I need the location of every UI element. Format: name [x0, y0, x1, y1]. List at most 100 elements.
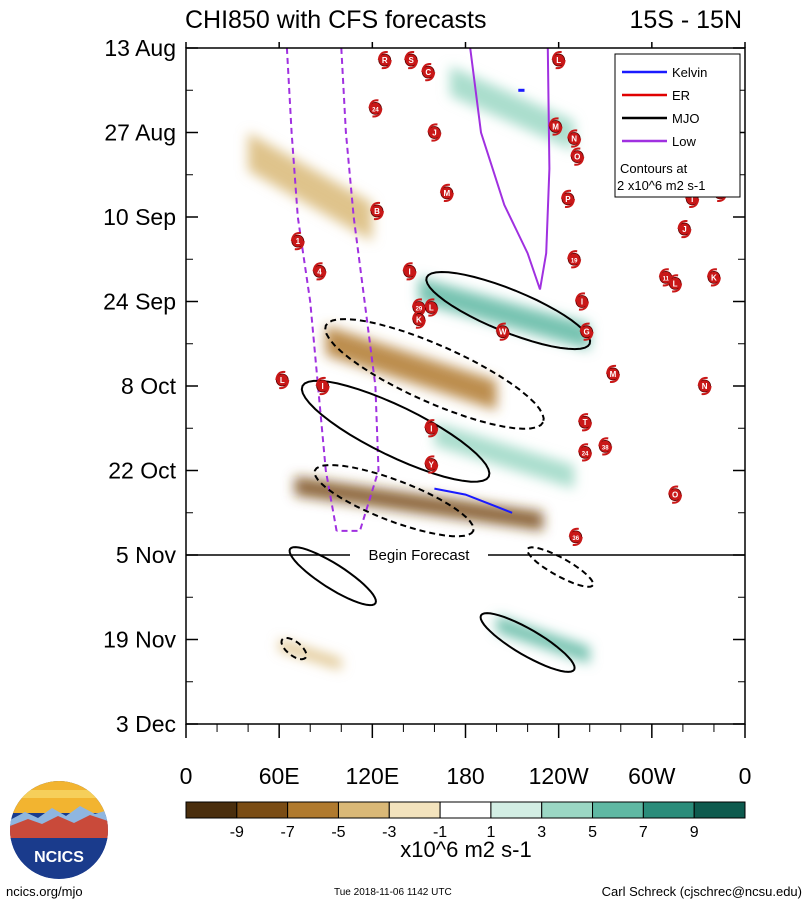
mjo-contour-negative	[313, 463, 475, 538]
mjo-contour-negative	[526, 546, 595, 588]
storm-arm	[312, 262, 323, 272]
storm-arm	[372, 108, 383, 118]
storm-label: J	[432, 129, 436, 138]
storm-arm	[415, 319, 426, 329]
storm-label: 29	[416, 307, 423, 313]
storm-arm	[574, 156, 585, 166]
anomaly-band	[294, 476, 544, 531]
colorbar: -9 -7 -5 -3 -1 1 3 5 7 9	[185, 801, 746, 841]
storm-marker: 24	[578, 443, 593, 462]
region-label: 15S - 15N	[629, 6, 742, 34]
storm-label: Y	[429, 460, 435, 469]
storm-label: 36	[572, 536, 579, 542]
mjo-contour-positive	[425, 270, 592, 351]
storm-arm	[609, 373, 621, 384]
y-tick-label: 22 Oct	[108, 458, 176, 484]
storm-arm	[578, 443, 589, 453]
storm-markers: RSCL24JMNOMPBIHJ14I1911LK29LKIWGLIMNIT24…	[275, 50, 728, 546]
low-contour-negative	[285, 48, 338, 532]
forecast-label-background	[350, 546, 488, 564]
legend-note-line2: 2 x10^6 m2 s-1	[617, 178, 705, 193]
storm-arm	[294, 240, 305, 251]
colorbar-swatch	[185, 801, 238, 819]
x-tick-label: 120E	[345, 763, 399, 789]
storm-label: I	[322, 382, 324, 391]
storm-arm	[689, 198, 700, 208]
storm-arm	[552, 126, 563, 136]
colorbar-swatch	[287, 801, 339, 819]
storm-arm	[290, 232, 301, 242]
colorbar-label: 3	[537, 824, 546, 841]
storm-arm	[606, 364, 617, 375]
storm-marker: B	[369, 201, 384, 221]
storm-marker: 4	[312, 262, 327, 281]
storm-arm	[567, 129, 578, 139]
storm-label: O	[672, 491, 678, 500]
storm-arm	[710, 277, 721, 287]
y-axis: 13 Aug 27 Aug 10 Sep 24 Sep 8 Oct 22 Oct 5 Nov…	[103, 35, 745, 737]
storm-arm	[404, 50, 415, 61]
colorbar-label: 1	[486, 824, 495, 841]
storm-marker: 1	[290, 232, 305, 251]
colorbar-swatch	[490, 801, 543, 819]
storm-arm	[560, 189, 572, 200]
storm-marker: I	[424, 419, 439, 438]
colorbar-swatch	[337, 801, 390, 819]
storm-arm	[602, 446, 613, 456]
colorbar-label: 7	[639, 824, 648, 841]
storm-label: M	[444, 189, 451, 198]
colorbar-swatch	[236, 801, 289, 819]
storm-label: I	[581, 298, 583, 307]
storm-label: K	[711, 273, 717, 282]
storm-marker: I	[402, 262, 417, 281]
storm-label: I	[691, 195, 693, 204]
storm-label: B	[374, 207, 380, 216]
storm-arm	[428, 428, 439, 438]
storm-arm	[583, 331, 594, 341]
x-tick-label: 60E	[259, 763, 300, 789]
storm-arm	[578, 301, 589, 311]
anomaly-band	[248, 132, 373, 242]
storm-arm	[368, 99, 379, 109]
storm-marker: T	[578, 413, 593, 432]
storm-marker: W	[495, 322, 510, 341]
storm-marker: 19	[567, 250, 582, 269]
storm-arm	[424, 455, 435, 465]
storm-label: I	[408, 267, 410, 276]
mjo-contour-negative	[280, 636, 308, 661]
storm-arm	[581, 422, 593, 432]
storm-arm	[568, 527, 579, 538]
storm-arm	[411, 298, 423, 308]
storm-label: L	[429, 304, 434, 313]
storm-label: M	[552, 122, 559, 131]
colorbar-label: 9	[690, 824, 699, 841]
storm-arm	[499, 331, 510, 341]
storm-arm	[706, 268, 718, 278]
legend-label: Kelvin	[672, 65, 707, 80]
storm-arm	[411, 310, 423, 320]
storm-arm	[402, 262, 413, 272]
y-tick-label: 24 Sep	[103, 289, 176, 315]
storm-arm	[658, 268, 669, 278]
storm-arm	[316, 271, 327, 281]
storm-arm	[672, 283, 683, 293]
low-contour-positive	[469, 48, 551, 290]
storm-arm	[701, 385, 712, 396]
storm-marker: L	[551, 50, 566, 70]
storm-arm	[598, 437, 609, 447]
y-tick-label: 8 Oct	[121, 373, 177, 399]
storm-label: 19	[571, 258, 578, 264]
storm-arm	[421, 63, 432, 73]
mjo-contour-positive	[288, 546, 377, 607]
storm-marker: O	[570, 147, 585, 166]
colorbar-units: x10^6 m2 s-1	[400, 837, 531, 862]
footer-author: Carl Schreck (cjschrec@ncsu.edu)	[601, 884, 802, 899]
colorbar-label: -5	[331, 824, 345, 841]
storm-marker: Y	[424, 455, 439, 474]
storm-label: 11	[663, 276, 670, 282]
storm-arm	[431, 132, 442, 142]
storm-arm	[279, 379, 290, 390]
mjo-contour-positive	[479, 612, 576, 673]
storm-marker: C	[421, 63, 436, 82]
